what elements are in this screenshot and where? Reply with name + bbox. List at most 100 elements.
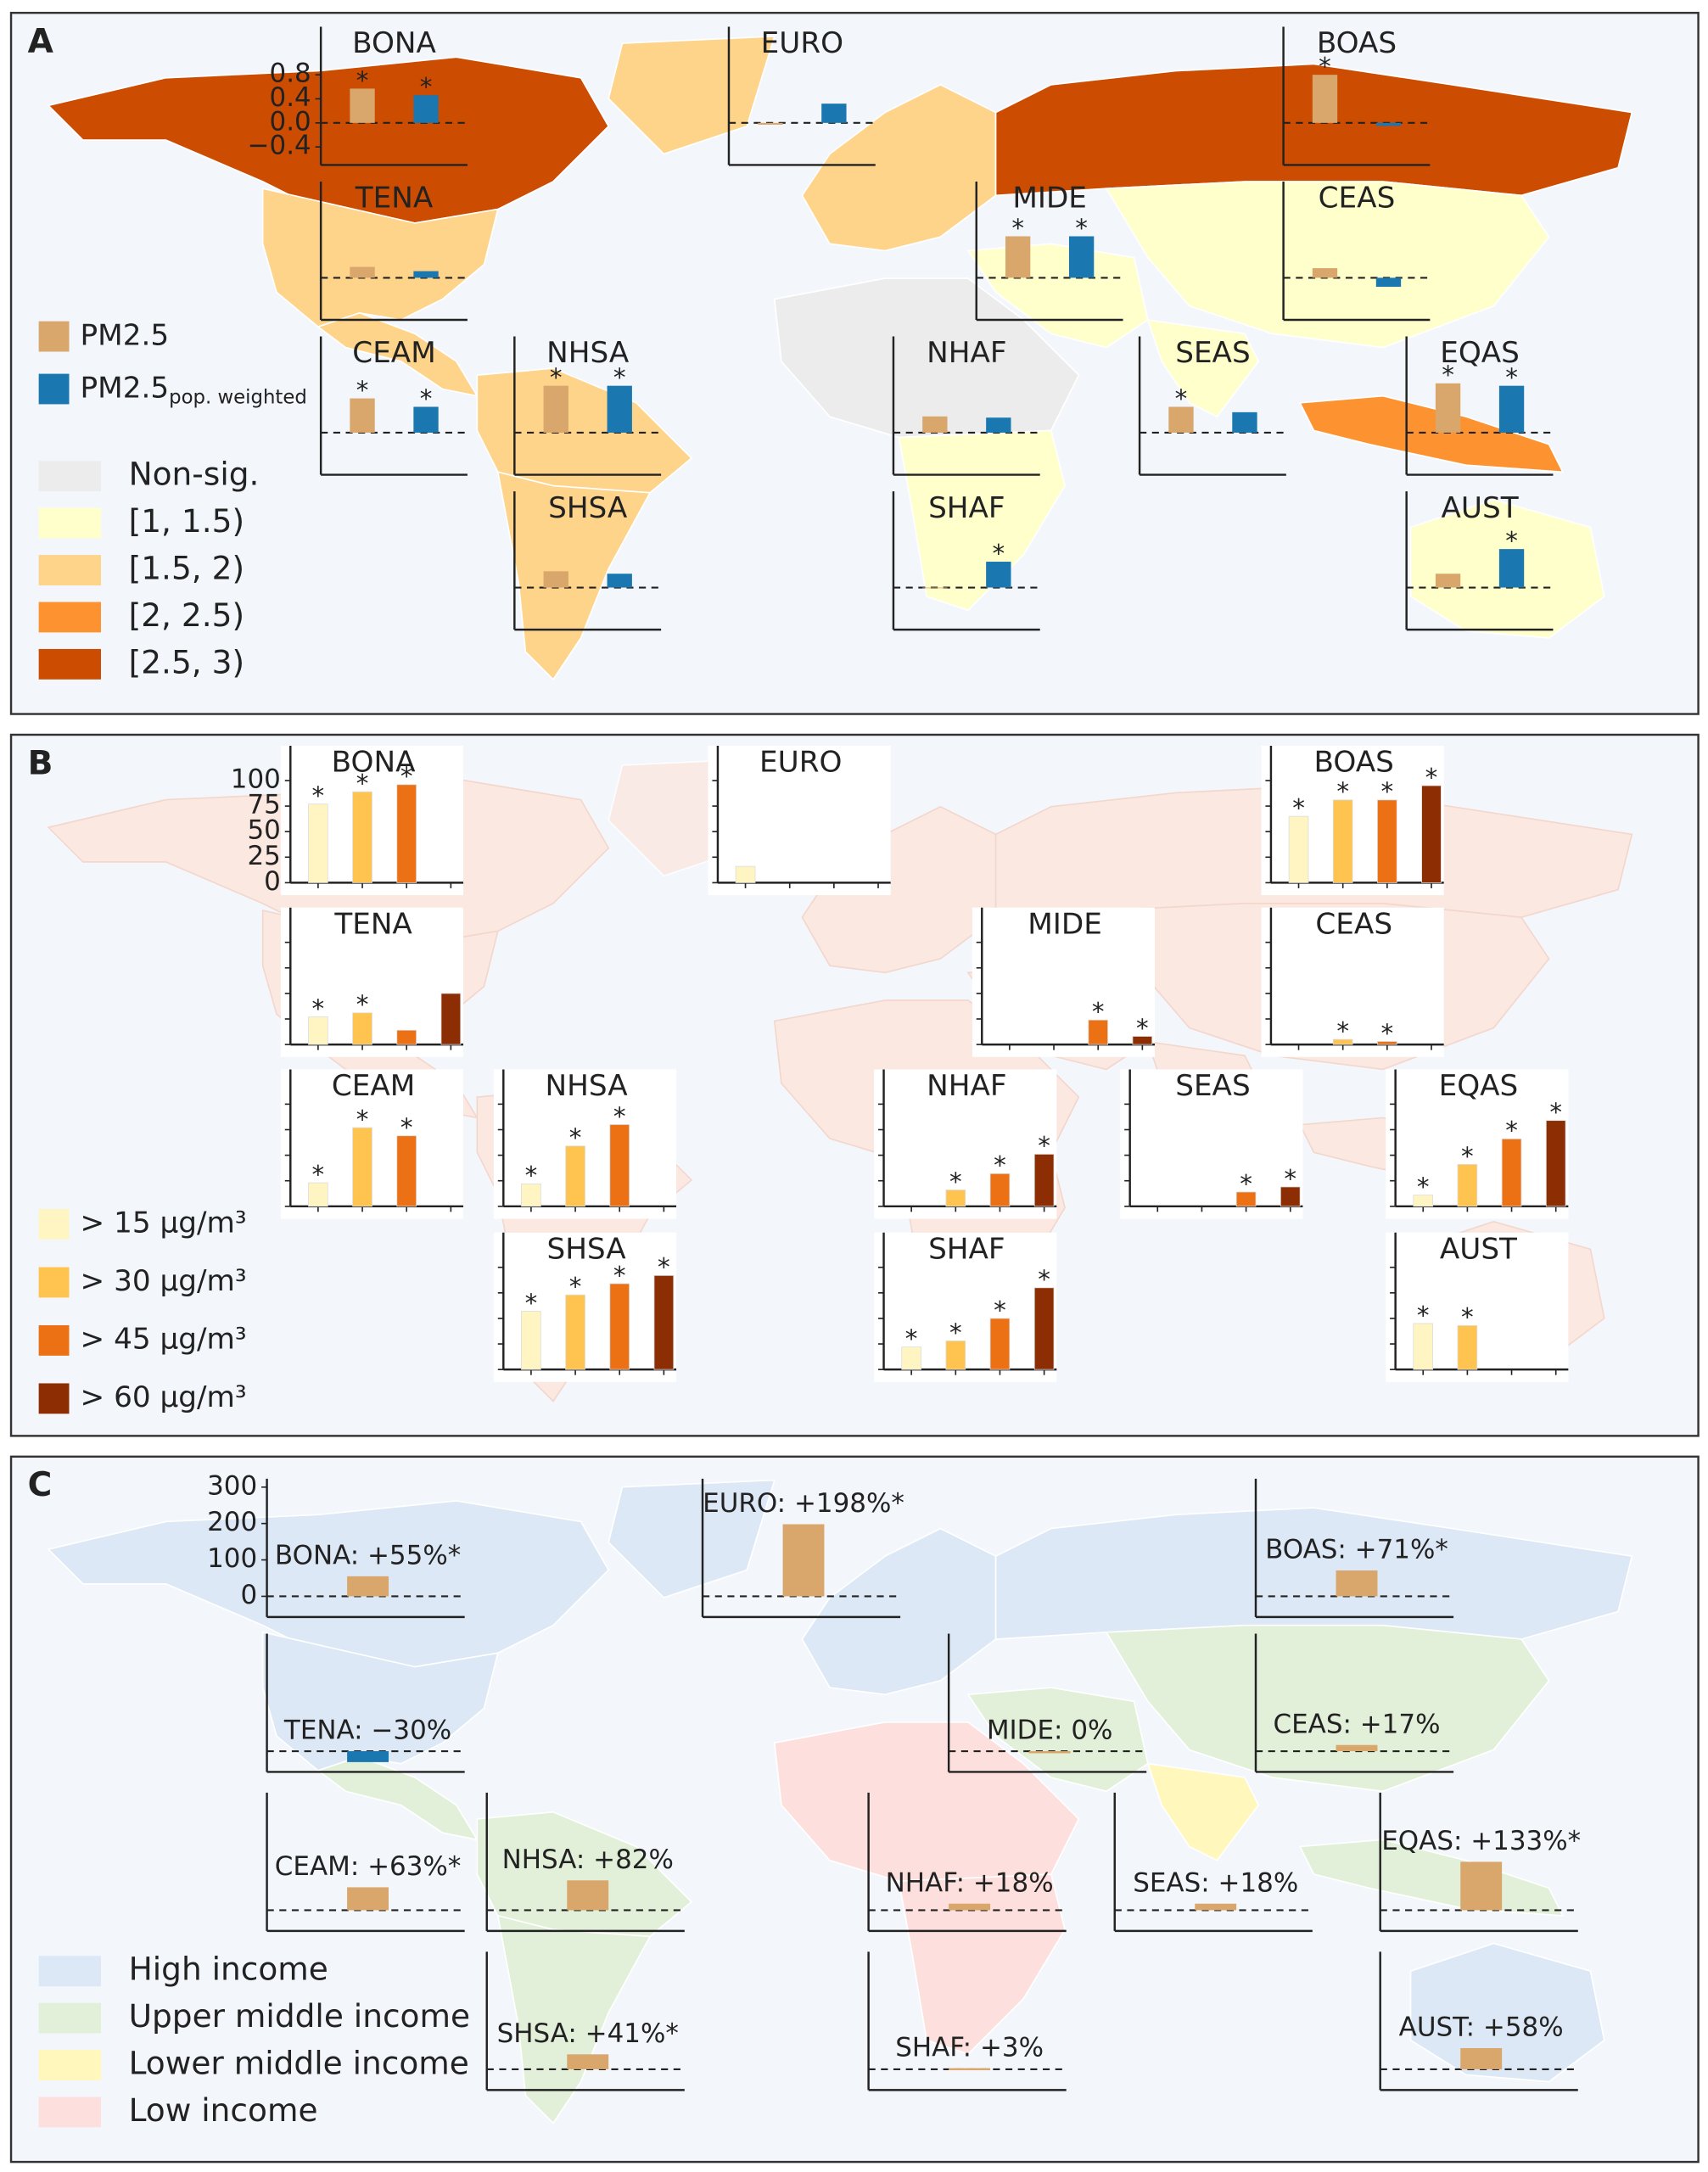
- inset-title: TENA: [355, 182, 434, 216]
- panel-label: C: [28, 1466, 53, 1504]
- bar: [922, 587, 948, 589]
- value-label: BONA: +55%*: [275, 1541, 461, 1571]
- map-legend-swatch: [38, 602, 101, 633]
- bar: [1421, 785, 1442, 883]
- bar: [986, 562, 1011, 588]
- y-tick-label: 100: [207, 1543, 257, 1574]
- significance-marker: *: [312, 994, 325, 1023]
- map-legend-swatch: [38, 461, 101, 492]
- significance-marker: *: [1336, 1016, 1349, 1045]
- panel: C 300 200 100 0 BONA: +55%* EURO: +198%* BOAS: …: [9, 1455, 1700, 2164]
- map-region: [47, 1500, 610, 1668]
- inset-title: NHAF: [927, 336, 1006, 370]
- significance-marker: *: [1461, 1142, 1474, 1171]
- bar: [922, 416, 948, 433]
- map-legend-swatch: [38, 2002, 101, 2034]
- bar: [396, 784, 417, 883]
- legend-swatch: [38, 1383, 70, 1414]
- inset: NHSA: +82%: [485, 1792, 685, 1933]
- inset: AUST: +58%: [1379, 1951, 1578, 2091]
- inset: BOAS** * *: [1261, 746, 1444, 896]
- map-region: [261, 1631, 499, 1772]
- inset: TENA: −30%: [266, 1633, 465, 1773]
- legend-label: > 30 µg/m³: [81, 1264, 247, 1298]
- value-label: CEAS: +17%: [1273, 1709, 1440, 1739]
- bar: [308, 1016, 328, 1045]
- bar: [1460, 2048, 1503, 2069]
- inset-title: EURO: [761, 26, 843, 60]
- bar: [396, 1029, 417, 1045]
- significance-marker: *: [1549, 1098, 1562, 1127]
- y-tick-label: 0.4: [270, 82, 311, 113]
- significance-marker: *: [400, 1113, 413, 1142]
- inset: EQAS: +133%*: [1379, 1792, 1581, 1933]
- bar: [1336, 1570, 1378, 1597]
- bar: [989, 1318, 1011, 1370]
- value-label: EQAS: +133%*: [1381, 1826, 1581, 1856]
- bar: [567, 1880, 609, 1911]
- map-legend-label: [2.5, 3): [129, 643, 244, 680]
- map-legend-label: Low income: [129, 2091, 318, 2129]
- bar: [1312, 268, 1338, 278]
- map: [47, 1479, 1633, 2124]
- inset: TENA: [319, 182, 468, 322]
- bar: [1435, 383, 1461, 433]
- significance-marker: *: [312, 1160, 325, 1189]
- inset: MIDE* *: [975, 182, 1123, 322]
- bar: [565, 1294, 585, 1370]
- significance-marker: *: [1505, 527, 1518, 556]
- value-label: CEAM: +63%*: [275, 1851, 462, 1882]
- bar: [735, 865, 756, 883]
- bar: [521, 1311, 541, 1370]
- map-legend-swatch: [38, 1956, 101, 1987]
- inset-title: SEAS: [1175, 336, 1250, 370]
- y-tick-label: 50: [247, 815, 280, 846]
- bar: [352, 1127, 372, 1207]
- significance-marker: *: [569, 1273, 582, 1302]
- inset-background: [1261, 907, 1444, 1057]
- bar: [1413, 1323, 1434, 1370]
- bar: [413, 406, 439, 433]
- y-tick-label: 200: [207, 1507, 257, 1537]
- bar: [396, 1135, 417, 1207]
- map-landmass: [608, 35, 776, 155]
- legend-swatch: [38, 373, 70, 405]
- significance-marker: *: [1417, 1173, 1430, 1201]
- bar: [1168, 406, 1194, 433]
- bar: [945, 1341, 966, 1370]
- significance-marker: *: [1425, 763, 1438, 792]
- inset: AUST*: [1405, 491, 1554, 631]
- bar: [901, 1346, 921, 1370]
- bar: [1332, 1038, 1353, 1045]
- significance-marker: *: [312, 781, 325, 810]
- significance-marker: *: [613, 363, 626, 392]
- inset-title: SHSA: [548, 491, 628, 525]
- bar: [567, 2054, 609, 2069]
- y-tick-label: 300: [207, 1470, 257, 1501]
- legend-swatch: [38, 1324, 70, 1356]
- significance-marker: *: [949, 1318, 962, 1347]
- significance-marker: *: [992, 539, 1005, 568]
- inset-title: EQAS: [1440, 336, 1520, 370]
- inset-background: [1120, 1069, 1303, 1219]
- map-region: [898, 1873, 1066, 2055]
- value-label: NHSA: +82%: [502, 1845, 674, 1875]
- inset: CEAS: +17%: [1254, 1633, 1454, 1773]
- significance-marker: *: [1038, 1132, 1050, 1161]
- value-label: BOAS: +71%*: [1265, 1535, 1448, 1565]
- bar: [565, 1145, 585, 1207]
- map-landmass: [608, 1479, 776, 1599]
- significance-marker: *: [420, 384, 433, 413]
- inset: MIDE: 0%: [947, 1633, 1147, 1773]
- significance-marker: *: [525, 1289, 538, 1318]
- inset-title: BOAS: [1317, 26, 1397, 60]
- map-region: [1146, 319, 1260, 418]
- significance-marker: *: [356, 770, 369, 798]
- legend-label: PM2.5pop. weighted: [81, 371, 307, 408]
- bar: [1336, 1744, 1378, 1752]
- inset-background: [972, 907, 1156, 1057]
- bar: [1288, 815, 1309, 883]
